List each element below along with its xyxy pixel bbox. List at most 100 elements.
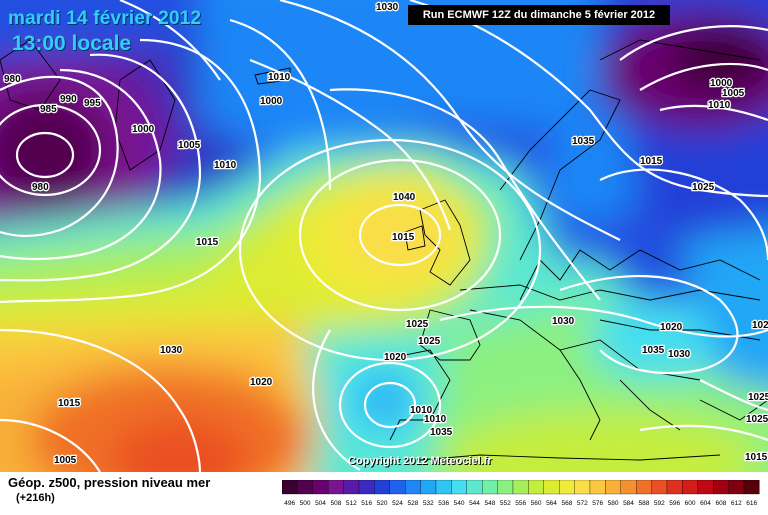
scale-label: 496 <box>284 500 295 507</box>
scale-label: 512 <box>346 500 357 507</box>
scale-label: 572 <box>577 500 588 507</box>
isobar-label: 1010 <box>424 414 447 425</box>
scale-label: 520 <box>377 500 388 507</box>
scale-label: 580 <box>608 500 619 507</box>
run-info: Run ECMWF 12Z du dimanche 5 février 2012 <box>408 5 670 25</box>
scale-swatch <box>743 479 760 495</box>
legend-subtitle: (+216h) <box>16 492 55 504</box>
isobar-label: 1020 <box>250 377 273 388</box>
isobar-label: 1010 <box>268 72 291 83</box>
scale-label: 604 <box>700 500 711 507</box>
scale-swatch <box>559 479 575 495</box>
isobar-label: 1030 <box>552 316 575 327</box>
scale-swatch <box>358 479 375 495</box>
scale-swatch <box>497 479 514 495</box>
scale-label: 608 <box>715 500 726 507</box>
scale-swatch <box>682 479 698 495</box>
isobar-label: 1010 <box>410 405 433 416</box>
scale-label: 616 <box>746 500 757 507</box>
isobar-label: 1010 <box>708 100 731 111</box>
isobar-label: 1025 <box>406 319 429 330</box>
scale-swatch <box>728 479 745 495</box>
scale-label: 536 <box>438 500 449 507</box>
isobar-label: 995 <box>84 98 101 109</box>
scale-swatch <box>528 479 544 495</box>
scale-swatch <box>651 479 668 495</box>
isobar-label: 1040 <box>393 192 416 203</box>
isobar-label: 1025 <box>746 414 768 425</box>
isobar-label: 1000 <box>260 96 283 107</box>
copyright: Copyright 2012 Meteociel.fr <box>348 455 492 467</box>
forecast-date: mardi 14 février 2012 <box>8 8 202 29</box>
scale-swatch <box>713 479 729 495</box>
scale-swatch <box>328 479 344 495</box>
scale-swatch <box>482 479 498 495</box>
isobar-label: 1015 <box>640 156 663 167</box>
isobar-label: 1035 <box>430 427 453 438</box>
scale-swatch <box>512 479 529 495</box>
isobar-label: 1005 <box>178 140 201 151</box>
forecast-time: 13:00 locale <box>12 32 132 55</box>
scale-label: 532 <box>423 500 434 507</box>
scale-label: 540 <box>454 500 465 507</box>
weather-map: 980 985 990 995 1000 1005 1010 1015 1000 1010 1005… <box>0 0 768 472</box>
scale-label: 516 <box>361 500 372 507</box>
isobar-label: 1035 <box>572 136 595 147</box>
scale-label: 544 <box>469 500 480 507</box>
scale-swatch <box>435 479 452 495</box>
scale-label: 584 <box>623 500 634 507</box>
scale-label: 528 <box>407 500 418 507</box>
scale-swatch <box>312 479 329 495</box>
scale-label: 552 <box>500 500 511 507</box>
scale-swatch <box>374 479 390 495</box>
scale-label: 508 <box>330 500 341 507</box>
isobar-label: 1000 <box>132 124 155 135</box>
isobar-label: 990 <box>60 94 77 105</box>
isobar-label: 1030 <box>668 349 691 360</box>
isobar-label: 1015 <box>392 232 415 243</box>
scale-swatch <box>589 479 606 495</box>
scale-swatch <box>605 479 621 495</box>
isobar-label: 1025 <box>692 182 715 193</box>
scale-label: 560 <box>531 500 542 507</box>
scale-swatch <box>343 479 360 495</box>
scale-swatch <box>466 479 483 495</box>
scale-swatch <box>666 479 683 495</box>
isobar-label: 980 <box>32 182 49 193</box>
legend-title: Géop. z500, pression niveau mer <box>8 475 211 490</box>
scale-swatch <box>574 479 591 495</box>
scale-swatch <box>697 479 714 495</box>
scale-label: 592 <box>654 500 665 507</box>
scale-label: 596 <box>669 500 680 507</box>
color-scale: 496 500 504 508 512 516 520 524 528 532 536 540 544 5… <box>281 479 760 515</box>
scale-label: 556 <box>515 500 526 507</box>
scale-label: 612 <box>731 500 742 507</box>
isobar-label: 1005 <box>722 88 745 99</box>
scale-label: 568 <box>561 500 572 507</box>
isobar-label: 1005 <box>54 455 77 466</box>
isobar-label: 1025 <box>418 336 441 347</box>
isobar-label: 1020 <box>660 322 683 333</box>
isobar-label: 1030 <box>160 345 183 356</box>
scale-swatch <box>543 479 560 495</box>
isobar-label: 1030 <box>376 2 399 13</box>
scale-swatch <box>297 479 313 495</box>
scale-label: 588 <box>638 500 649 507</box>
isobar-label: 1015 <box>58 398 81 409</box>
isobar-label: 980 <box>4 74 21 85</box>
scale-label: 524 <box>392 500 403 507</box>
scale-swatch <box>405 479 421 495</box>
scale-label: 500 <box>300 500 311 507</box>
isobar-label: 1000 <box>710 78 733 89</box>
scale-label: 600 <box>685 500 696 507</box>
isobar-label: 1020 <box>384 352 407 363</box>
isobar-label: 1035 <box>642 345 665 356</box>
scale-label: 576 <box>592 500 603 507</box>
isobar-label: 1010 <box>214 160 237 171</box>
isobars <box>0 0 768 472</box>
scale-label: 548 <box>484 500 495 507</box>
scale-swatch <box>620 479 637 495</box>
geopotential-field <box>0 0 768 472</box>
scale-swatch <box>420 479 437 495</box>
